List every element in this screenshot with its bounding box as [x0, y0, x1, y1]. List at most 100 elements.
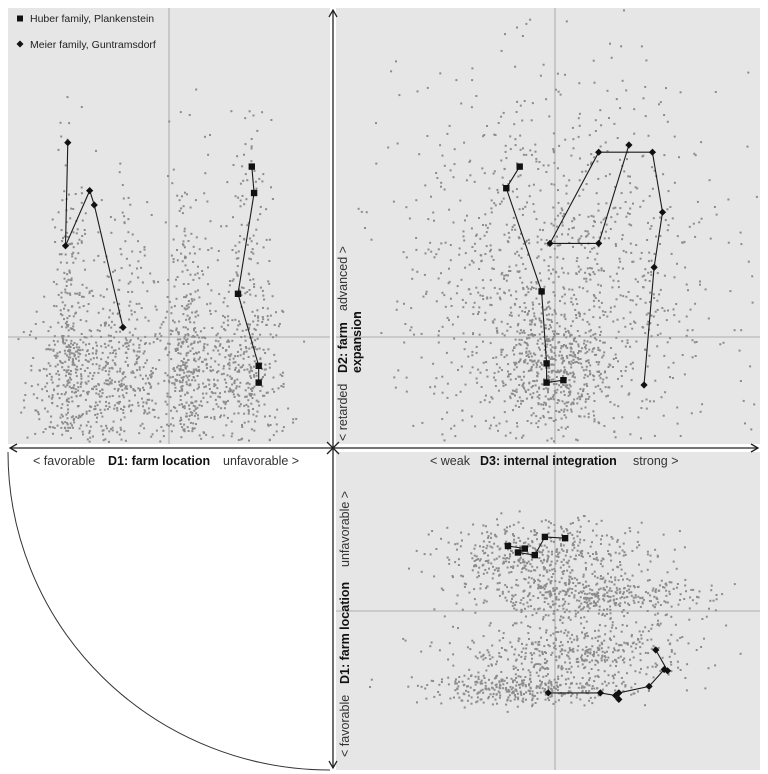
cloud-point	[69, 437, 72, 440]
cloud-point	[583, 339, 586, 342]
cloud-point	[149, 386, 152, 389]
cloud-point	[180, 207, 183, 210]
cloud-point	[653, 605, 656, 608]
cloud-point	[457, 627, 459, 630]
cloud-point	[123, 215, 126, 218]
cloud-point	[514, 648, 517, 651]
cloud-point	[83, 336, 86, 339]
cloud-point	[512, 690, 515, 693]
cloud-point	[116, 312, 119, 315]
cloud-point	[610, 581, 613, 584]
cloud-point	[245, 382, 248, 385]
cloud-point	[51, 381, 54, 384]
cloud-point	[455, 602, 458, 605]
cloud-point	[506, 322, 509, 325]
cloud-point	[673, 135, 676, 138]
cloud-point	[188, 114, 191, 116]
cloud-point	[553, 183, 556, 186]
cloud-point	[203, 432, 206, 434]
cloud-point	[68, 270, 71, 273]
cloud-point	[659, 622, 662, 625]
cloud-point	[56, 355, 59, 358]
cloud-point	[88, 409, 91, 412]
cloud-point	[646, 553, 649, 556]
cloud-point	[493, 372, 496, 375]
cloud-point	[521, 119, 524, 122]
cloud-point	[64, 342, 66, 345]
cloud-point	[591, 589, 594, 592]
cloud-point	[513, 361, 516, 364]
cloud-point	[189, 349, 192, 352]
cloud-point	[105, 424, 108, 427]
cloud-point	[532, 352, 535, 355]
cloud-point	[500, 679, 503, 682]
cloud-point	[85, 336, 88, 339]
cloud-point	[491, 703, 494, 706]
cloud-point	[551, 313, 554, 316]
cloud-point	[155, 367, 157, 370]
cloud-point	[570, 297, 573, 300]
cloud-point	[236, 265, 239, 268]
cloud-point	[482, 287, 485, 290]
cloud-point	[587, 359, 590, 362]
cloud-point	[560, 615, 562, 618]
cloud-point	[170, 430, 173, 433]
cloud-point	[535, 612, 538, 615]
cloud-point	[500, 647, 503, 649]
cloud-point	[171, 330, 174, 333]
cloud-point	[66, 96, 69, 99]
cloud-point	[595, 552, 598, 555]
cloud-point	[609, 605, 612, 608]
cloud-point	[440, 181, 443, 184]
cloud-point	[107, 356, 110, 359]
cloud-point	[581, 170, 584, 173]
cloud-point	[517, 175, 520, 178]
cloud-point	[191, 430, 194, 433]
cloud-point	[457, 369, 459, 371]
cloud-point	[518, 384, 521, 386]
cloud-point	[531, 705, 534, 708]
cloud-point	[241, 437, 244, 440]
cloud-point	[571, 126, 574, 129]
cloud-point	[70, 416, 73, 419]
cloud-point	[630, 224, 633, 227]
cloud-point	[227, 354, 230, 357]
cloud-point	[530, 661, 533, 664]
cloud-point	[473, 689, 476, 692]
cloud-point	[49, 326, 52, 329]
cloud-point	[577, 582, 580, 585]
cloud-point	[541, 342, 544, 345]
cloud-point	[476, 576, 479, 579]
cloud-point	[489, 244, 492, 247]
cloud-point	[231, 249, 234, 251]
cloud-point	[574, 589, 577, 592]
cloud-point	[295, 417, 298, 420]
cloud-point	[600, 657, 603, 660]
cloud-point	[509, 699, 512, 702]
cloud-point	[250, 147, 253, 150]
cloud-point	[613, 403, 616, 406]
cloud-point	[554, 330, 556, 333]
cloud-point	[651, 187, 654, 190]
cloud-point	[86, 360, 89, 363]
cloud-point	[184, 308, 187, 311]
cloud-point	[135, 354, 138, 357]
cloud-point	[656, 323, 659, 326]
cloud-point	[562, 544, 565, 547]
cloud-point	[699, 280, 701, 283]
cloud-point	[557, 556, 560, 558]
cloud-point	[131, 272, 133, 275]
cloud-point	[628, 579, 631, 582]
cloud-point	[569, 637, 572, 640]
cloud-point	[593, 592, 596, 595]
cloud-point	[280, 385, 283, 388]
cloud-point	[233, 412, 236, 415]
cloud-point	[528, 682, 531, 685]
cloud-point	[577, 611, 580, 614]
cloud-point	[713, 206, 716, 208]
cloud-point	[685, 315, 688, 318]
cloud-point	[526, 344, 529, 347]
cloud-point	[248, 394, 251, 397]
cloud-point	[552, 573, 555, 575]
cloud-point	[530, 359, 533, 362]
